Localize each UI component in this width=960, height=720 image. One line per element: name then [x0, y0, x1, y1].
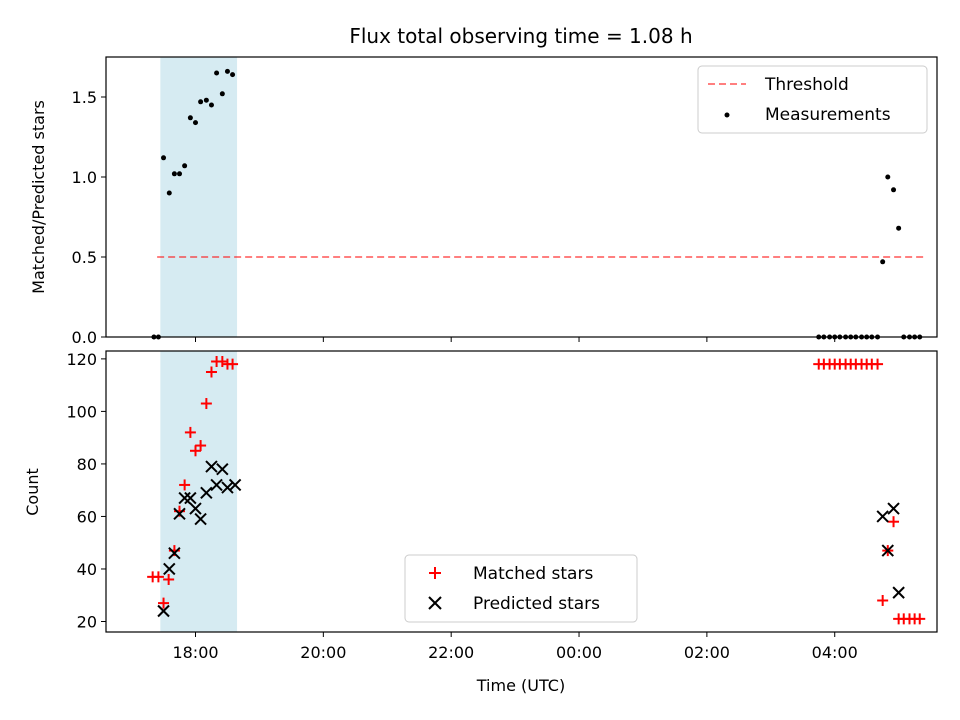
top-y-tick-label: 0.5	[72, 248, 97, 267]
predicted-star-point	[892, 586, 905, 599]
bottom-y-tick-label: 20	[77, 612, 97, 631]
x-tick-label: 18:00	[172, 643, 218, 662]
matched-star-point	[200, 398, 212, 410]
predicted-star-point	[157, 604, 170, 618]
x-tick-label: 00:00	[556, 643, 602, 662]
top-panel: 0.0 0.5 1.0 1.5 Matched/Predicted stars Thr…	[29, 56, 938, 347]
matched-star-point	[205, 366, 217, 378]
top-y-ticks: 0.0 0.5 1.0 1.5	[72, 88, 106, 347]
predicted-star-point	[173, 507, 186, 521]
predicted-star-point	[887, 502, 900, 515]
matched-star-point	[158, 597, 170, 609]
measurements-legend-label: Measurements	[765, 105, 891, 125]
measurement-point	[161, 155, 167, 161]
measurement-point	[219, 91, 225, 97]
matched-star-point	[184, 426, 196, 438]
x-tick-label: 22:00	[428, 643, 474, 662]
predicted-star-point	[189, 502, 202, 515]
measurement-point	[192, 120, 198, 126]
matched-legend-label: Matched stars	[473, 564, 593, 584]
matched-star-point	[227, 358, 239, 370]
threshold-legend-label: Threshold	[764, 75, 849, 95]
predicted-star-point	[200, 486, 213, 500]
matched-star-point	[914, 613, 926, 625]
bottom-y-tick-label: 120	[66, 350, 97, 369]
measurement-point	[885, 174, 891, 180]
bottom-axes-frame	[105, 350, 938, 633]
measurement-point	[896, 225, 902, 231]
matched-star-point	[152, 571, 164, 583]
predicted-star-point	[228, 478, 242, 492]
bottom-panel: 20 40 60 80 100 120 18:00 20:00 22:00 00:00 02:00…	[23, 350, 938, 695]
predicted-legend-label: Predicted stars	[473, 594, 600, 614]
top-x-ticks	[194, 337, 836, 342]
top-y-tick-label: 1.0	[72, 168, 97, 187]
predicted-star-point	[178, 491, 191, 505]
matched-star-point	[179, 479, 191, 491]
count-points	[147, 356, 926, 625]
matched-star-point	[877, 594, 889, 606]
top-shaded-interval	[160, 57, 238, 337]
top-axes-frame	[105, 56, 938, 338]
predicted-star-point	[210, 478, 223, 492]
measurement-point	[177, 171, 183, 177]
measurement-point	[182, 163, 188, 169]
chart-title: Flux total observing time = 1.08 h	[349, 24, 692, 48]
measurements-legend-swatch	[724, 112, 730, 118]
top-legend: Threshold Measurements	[697, 65, 928, 134]
top-y-axis-label: Matched/Predicted stars	[29, 100, 48, 294]
predicted-star-point	[168, 547, 181, 560]
matched-star-point	[189, 445, 201, 457]
bottom-x-ticks: 18:00 20:00 22:00 00:00 02:00 04:00	[172, 632, 858, 662]
top-y-tick-label: 0.0	[72, 328, 97, 347]
bottom-observing-window	[160, 351, 238, 632]
matched-star-point	[163, 573, 175, 585]
x-tick-label: 02:00	[684, 643, 730, 662]
bottom-shaded-interval	[160, 351, 238, 632]
predicted-star-point	[205, 460, 218, 473]
measurement-point	[230, 72, 236, 78]
predicted-star-point	[881, 544, 894, 557]
predicted-star-point	[194, 512, 207, 526]
matched-star-point	[872, 358, 884, 370]
measurement-point	[166, 190, 172, 196]
measurement-point	[208, 102, 214, 108]
measurement-point	[203, 97, 209, 103]
predicted-star-point	[216, 462, 229, 476]
predicted-star-point	[876, 510, 889, 523]
bottom-legend: Matched stars Predicted stars	[404, 554, 638, 623]
bottom-y-tick-label: 80	[77, 455, 97, 474]
top-observing-window	[160, 57, 238, 337]
predicted-legend-swatch	[428, 596, 442, 610]
top-legend-box	[697, 65, 928, 134]
top-y-tick-label: 1.5	[72, 88, 97, 107]
matched-star-point	[216, 356, 228, 368]
matched-star-point	[195, 440, 207, 452]
bottom-y-tick-label: 40	[77, 560, 97, 579]
measurement-point	[224, 68, 230, 74]
x-axis-label: Time (UTC)	[476, 676, 565, 695]
predicted-star-point	[221, 481, 234, 494]
measurement-point	[891, 187, 897, 193]
x-tick-label: 20:00	[300, 643, 346, 662]
bottom-y-axis-label: Count	[23, 468, 42, 516]
bottom-y-ticks: 20 40 60 80 100 120	[66, 350, 106, 631]
matched-star-point	[888, 516, 900, 528]
bottom-legend-box	[404, 554, 638, 623]
x-tick-label: 04:00	[812, 643, 858, 662]
predicted-star-point	[163, 562, 176, 576]
measurement-point	[198, 99, 204, 105]
measurement-point	[214, 70, 220, 76]
measurement-point	[880, 259, 886, 265]
measurement-point	[187, 115, 193, 121]
bottom-y-tick-label: 60	[77, 507, 97, 526]
predicted-star-point	[184, 491, 197, 505]
bottom-y-tick-label: 100	[66, 402, 97, 421]
matched-legend-swatch	[429, 567, 441, 579]
measurement-point	[171, 171, 177, 177]
